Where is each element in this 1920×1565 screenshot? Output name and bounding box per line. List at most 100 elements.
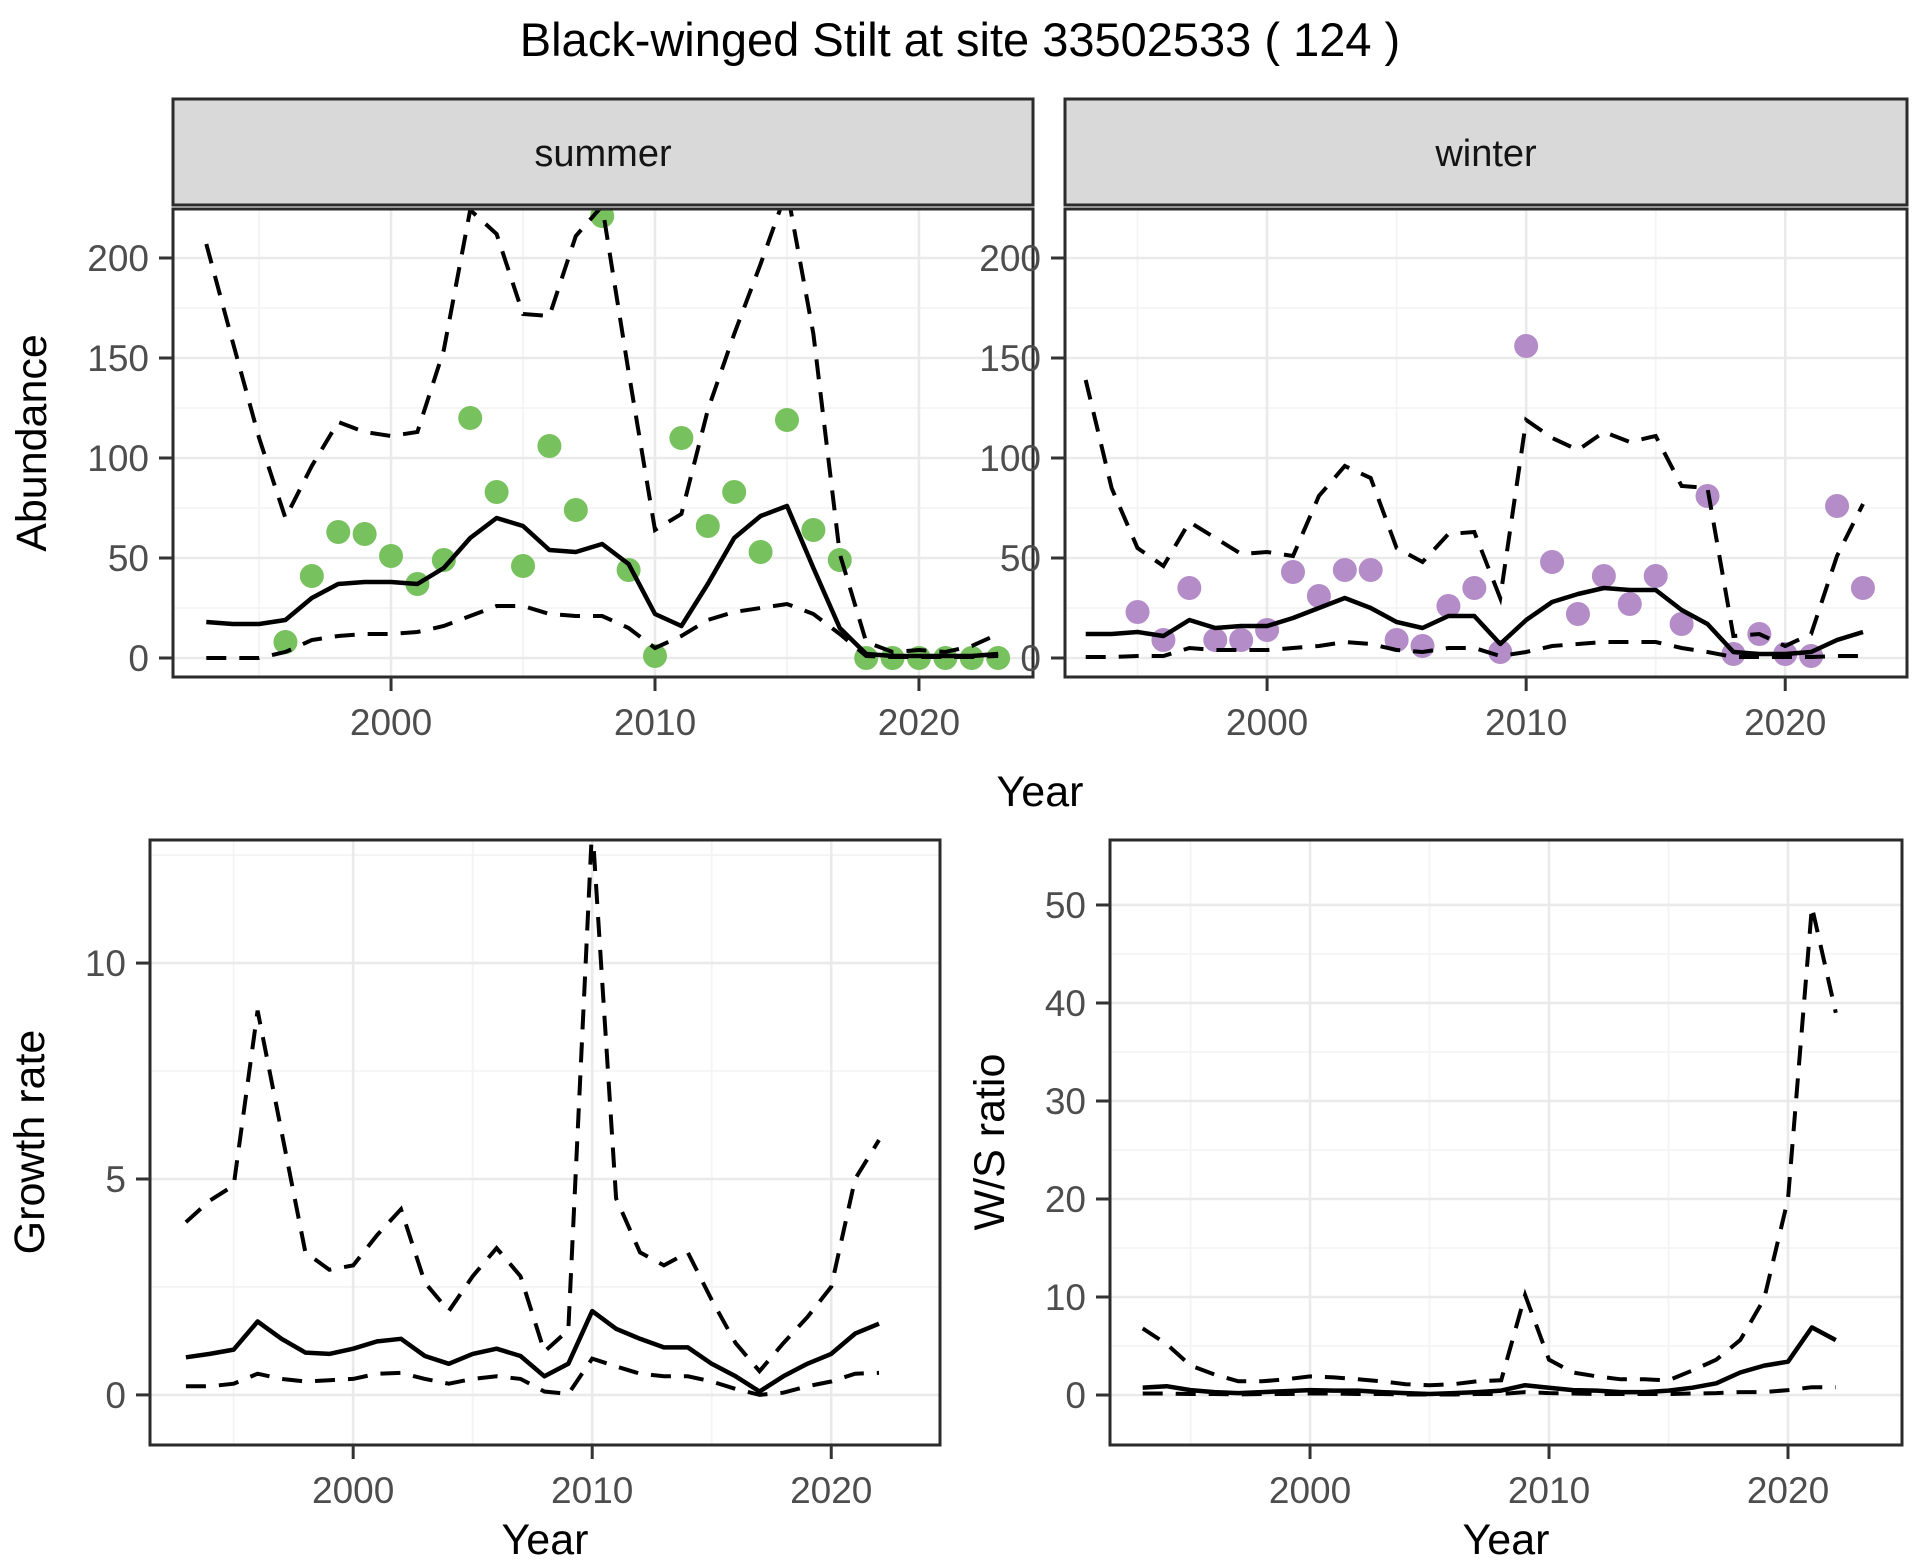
y-axis-title-ratio: W/S ratio	[966, 1054, 1014, 1231]
data-point	[1410, 634, 1435, 658]
x-tick-label: 2010	[1508, 1470, 1590, 1511]
x-axis-title-growth: Year	[502, 1516, 589, 1560]
data-point	[722, 480, 747, 504]
ci-upper-line	[184, 840, 881, 1375]
strip-label-winter: winter	[1434, 133, 1537, 175]
data-point	[511, 554, 536, 578]
data-point	[1540, 550, 1565, 574]
strip-label-summer: summer	[534, 133, 672, 175]
data-point	[1617, 592, 1642, 616]
ci-lower-line	[185, 1356, 880, 1397]
x-tick-label: 2000	[350, 702, 432, 743]
data-point	[1280, 560, 1305, 584]
data-point	[1825, 494, 1850, 518]
data-point	[1591, 564, 1616, 588]
y-tick-label: 150	[979, 338, 1041, 379]
data-point	[695, 514, 720, 538]
data-point	[1384, 628, 1409, 652]
y-tick-label: 150	[87, 338, 149, 379]
data-point	[643, 644, 668, 668]
chart-title: Black-winged Stilt at site 33502533 ( 12…	[520, 13, 1400, 66]
y-axis-title-growth: Growth rate	[6, 1030, 54, 1255]
panel-border	[1108, 838, 1904, 1447]
y-tick-label: 0	[105, 1375, 126, 1416]
y-tick-label: 100	[979, 438, 1041, 479]
y-tick-label: 100	[87, 438, 149, 479]
data-point	[1669, 612, 1694, 636]
mean-line	[1142, 1325, 1837, 1397]
data-point	[1462, 576, 1487, 600]
panel-border	[171, 207, 1035, 679]
data-point	[1229, 628, 1254, 652]
facet-strip-summer: summer	[171, 97, 1035, 207]
y-tick-label: 50	[108, 538, 149, 579]
data-point	[563, 498, 588, 522]
data-point	[1436, 594, 1461, 618]
y-tick-label: 200	[979, 238, 1041, 279]
panel-summer: 2000 2010 2020 0 50 100 150 200	[87, 207, 1035, 743]
data-point	[669, 426, 694, 450]
y-tick-label: 200	[87, 238, 149, 279]
strip-rect-summer	[171, 97, 1035, 207]
data-point	[1177, 576, 1202, 600]
mean-line	[1085, 585, 1864, 657]
x-tick-label: 2020	[1747, 1470, 1829, 1511]
panel-border	[1063, 207, 1909, 679]
y-tick-label: 0	[1020, 638, 1041, 679]
data-point	[748, 540, 773, 564]
data-point	[1850, 576, 1875, 600]
x-tick-label: 2010	[551, 1470, 633, 1511]
data-point	[1358, 558, 1383, 582]
y-axis-title-abundance: Abundance	[8, 334, 56, 552]
data-point	[379, 544, 404, 568]
ci-upper-line	[1083, 379, 1865, 649]
x-tick-label: 2000	[312, 1470, 394, 1511]
data-point	[1332, 558, 1357, 582]
panel-ratio: 2000 2010 2020 0 10 20 30 40 50	[1045, 838, 1904, 1511]
x-tick-label: 2020	[790, 1470, 872, 1511]
x-tick-label: 2010	[614, 702, 696, 743]
data-point	[1643, 564, 1668, 588]
x-tick-label: 2020	[878, 702, 960, 743]
data-point	[537, 434, 562, 458]
y-tick-label: 10	[1045, 1277, 1086, 1318]
data-point	[1565, 602, 1590, 626]
facet-strip-winter: winter	[1063, 97, 1909, 207]
data-point	[484, 480, 509, 504]
x-axis-title-top: Year	[997, 768, 1084, 816]
data-point	[774, 408, 799, 432]
data-point	[458, 406, 483, 430]
y-tick-label: 30	[1045, 1081, 1086, 1122]
data-point	[1203, 628, 1228, 652]
strip-rect-winter	[1063, 97, 1909, 207]
data-point	[326, 520, 351, 544]
data-point	[1488, 640, 1513, 664]
ci-lower-line	[206, 601, 999, 660]
data-point	[1125, 600, 1150, 624]
y-tick-label: 40	[1045, 983, 1086, 1024]
x-axis-title-ratio: Year	[1463, 1516, 1550, 1560]
x-tick-label: 2020	[1744, 702, 1826, 743]
data-point	[352, 522, 377, 546]
panel-border	[148, 838, 942, 1447]
data-point	[801, 518, 826, 542]
y-tick-label: 50	[1000, 538, 1041, 579]
y-tick-label: 20	[1045, 1179, 1086, 1220]
x-tick-label: 2000	[1226, 702, 1308, 743]
y-tick-label: 0	[1065, 1375, 1086, 1416]
x-tick-label: 2010	[1485, 702, 1567, 743]
panel-growth: 2000 2010 2020 0 5 10	[85, 838, 942, 1511]
data-point	[273, 630, 298, 654]
y-tick-label: 10	[85, 943, 126, 984]
y-tick-label: 0	[128, 638, 149, 679]
mean-line	[206, 503, 999, 659]
data-point	[1306, 584, 1331, 608]
data-point	[299, 564, 324, 588]
data-point	[431, 548, 456, 572]
ci-upper-line	[1141, 906, 1838, 1388]
y-tick-label: 5	[105, 1159, 126, 1200]
y-tick-label: 50	[1045, 885, 1086, 926]
panel-winter: 2000 2010 2020 0 50 100 150 200	[979, 207, 1909, 743]
data-point	[1514, 334, 1539, 358]
